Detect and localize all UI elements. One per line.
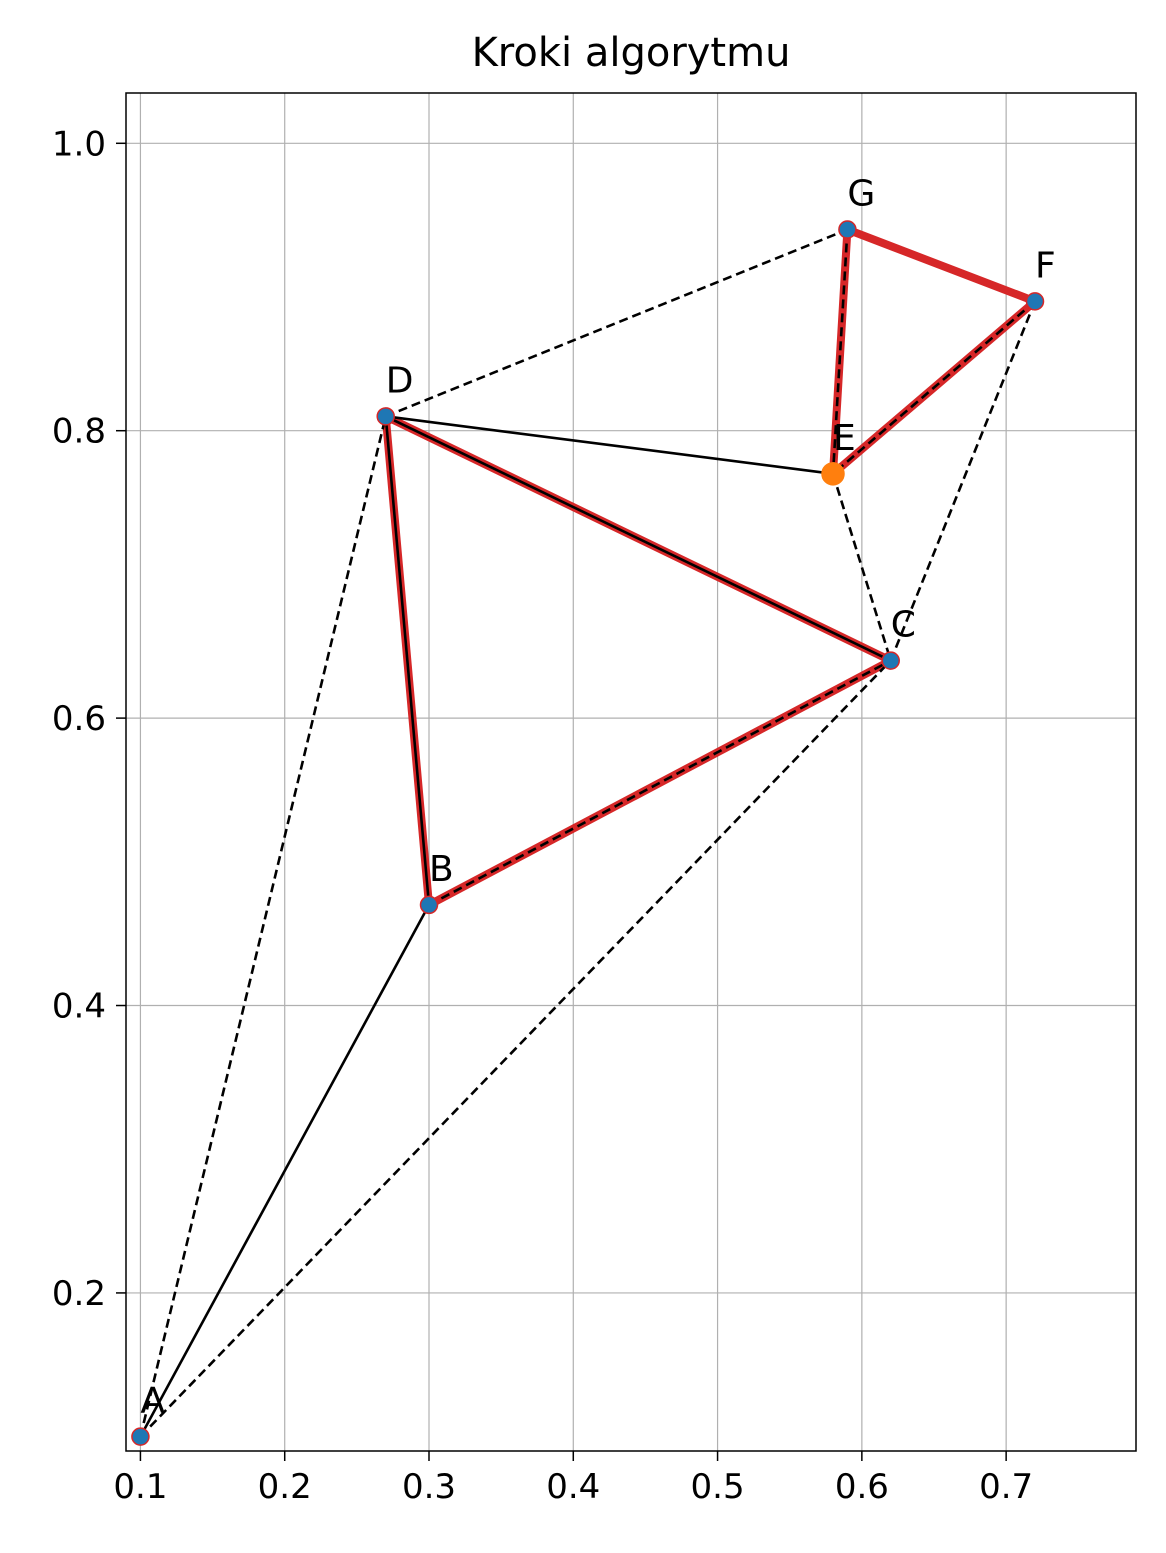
solid-edge-d-c bbox=[385, 415, 892, 662]
point-a bbox=[131, 1427, 150, 1446]
point-label-g: G bbox=[847, 174, 875, 215]
y-tick-label: 1.0 bbox=[52, 124, 106, 164]
grid bbox=[126, 93, 1136, 1451]
chart-title: Kroki algorytmu bbox=[472, 30, 791, 76]
highlighted-edge-g-f bbox=[843, 225, 1039, 306]
dashed-edges bbox=[139, 228, 1037, 1438]
axis-ticks: 0.1 0.2 0.3 0.4 0.5 0.6 0.7 0.2 0.4 0.6 0.8 1.0 bbox=[52, 124, 1033, 1507]
dashed-edge-c-f bbox=[889, 300, 1037, 662]
dashed-edge-a-d bbox=[139, 416, 387, 1437]
dashed-edge-a-c bbox=[139, 659, 892, 1438]
x-tick-label: 0.3 bbox=[402, 1467, 456, 1507]
point-label-f: F bbox=[1035, 245, 1056, 286]
point-e bbox=[821, 462, 845, 486]
points bbox=[131, 220, 1045, 1446]
dashed-edge-f-e bbox=[832, 300, 1036, 475]
point-label-c: C bbox=[891, 605, 916, 646]
point-g bbox=[838, 220, 857, 239]
y-tick-label: 0.4 bbox=[52, 987, 106, 1027]
dashed-edge-e-c bbox=[831, 473, 892, 662]
y-tick-label: 0.2 bbox=[52, 1274, 106, 1314]
solid-edge-b-d bbox=[384, 416, 431, 906]
solid-edge-a-b bbox=[139, 904, 431, 1438]
x-tick-label: 0.7 bbox=[979, 1467, 1033, 1507]
solid-edges bbox=[139, 415, 892, 1438]
solid-edge-d-e bbox=[385, 415, 834, 476]
y-tick-label: 0.6 bbox=[52, 699, 106, 739]
x-tick-label: 0.6 bbox=[835, 1467, 889, 1507]
point-label-d: D bbox=[386, 360, 414, 401]
x-tick-label: 0.2 bbox=[258, 1467, 312, 1507]
point-label-a: A bbox=[140, 1381, 165, 1422]
x-tick-label: 0.5 bbox=[691, 1467, 745, 1507]
point-label-e: E bbox=[833, 418, 856, 459]
dashed-edge-b-c bbox=[428, 659, 892, 907]
point-d bbox=[376, 407, 395, 426]
plot-frame bbox=[125, 92, 1137, 1452]
y-tick-label: 0.8 bbox=[52, 412, 106, 452]
point-labels: A B C D E F G bbox=[140, 174, 1055, 1422]
x-tick-label: 0.4 bbox=[546, 1467, 600, 1507]
x-tick-label: 0.1 bbox=[113, 1467, 167, 1507]
point-f bbox=[1025, 292, 1045, 311]
point-c bbox=[881, 651, 900, 670]
point-b bbox=[419, 895, 439, 915]
point-label-b: B bbox=[429, 849, 454, 890]
dashed-edge-g-e bbox=[831, 229, 849, 474]
